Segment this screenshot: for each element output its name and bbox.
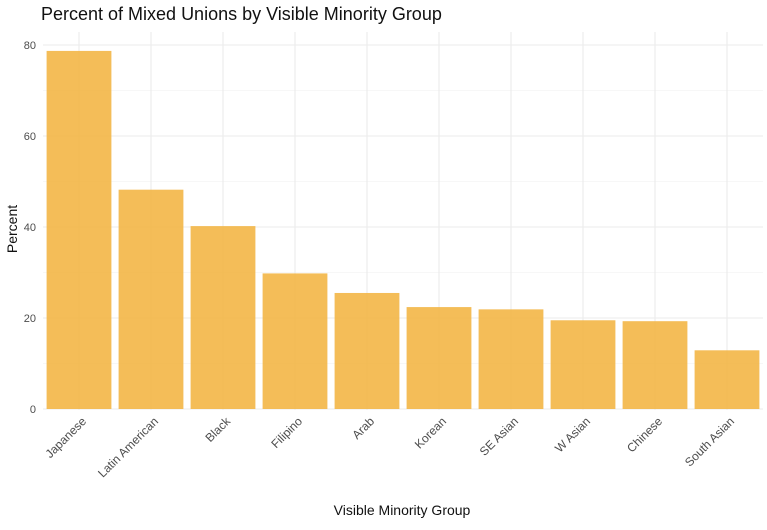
y-tick-label: 60: [24, 131, 36, 143]
x-tick-label: Filipino: [268, 414, 305, 451]
x-tick-label: Latin American: [95, 414, 161, 480]
bar-black: [190, 226, 256, 409]
bar-w-asian: [550, 320, 616, 409]
chart-title: Percent of Mixed Unions by Visible Minor…: [41, 4, 442, 24]
x-axis-label: Visible Minority Group: [333, 502, 471, 518]
x-tick-label: SE Asian: [477, 414, 521, 458]
bar-south-asian: [694, 350, 760, 409]
y-tick-label: 40: [24, 222, 36, 234]
bar-latin-american: [118, 189, 184, 409]
bar-korean: [406, 307, 472, 409]
bar-chinese: [622, 321, 688, 409]
x-tick-label: Black: [202, 414, 233, 445]
x-tick-label: Arab: [349, 414, 377, 442]
bar-se-asian: [478, 309, 544, 409]
x-tick-label: Chinese: [624, 414, 665, 455]
bar-filipino: [262, 273, 328, 409]
x-tick-label: Japanese: [42, 414, 89, 461]
x-tick-label: W Asian: [552, 414, 593, 455]
y-tick-label: 80: [24, 40, 36, 52]
x-tick-label: Korean: [412, 414, 449, 451]
bar-japanese: [46, 50, 112, 409]
x-tick-label: South Asian: [682, 414, 737, 469]
y-tick-label: 20: [24, 313, 36, 325]
y-tick-label: 0: [30, 404, 36, 416]
bar-arab: [334, 292, 400, 409]
